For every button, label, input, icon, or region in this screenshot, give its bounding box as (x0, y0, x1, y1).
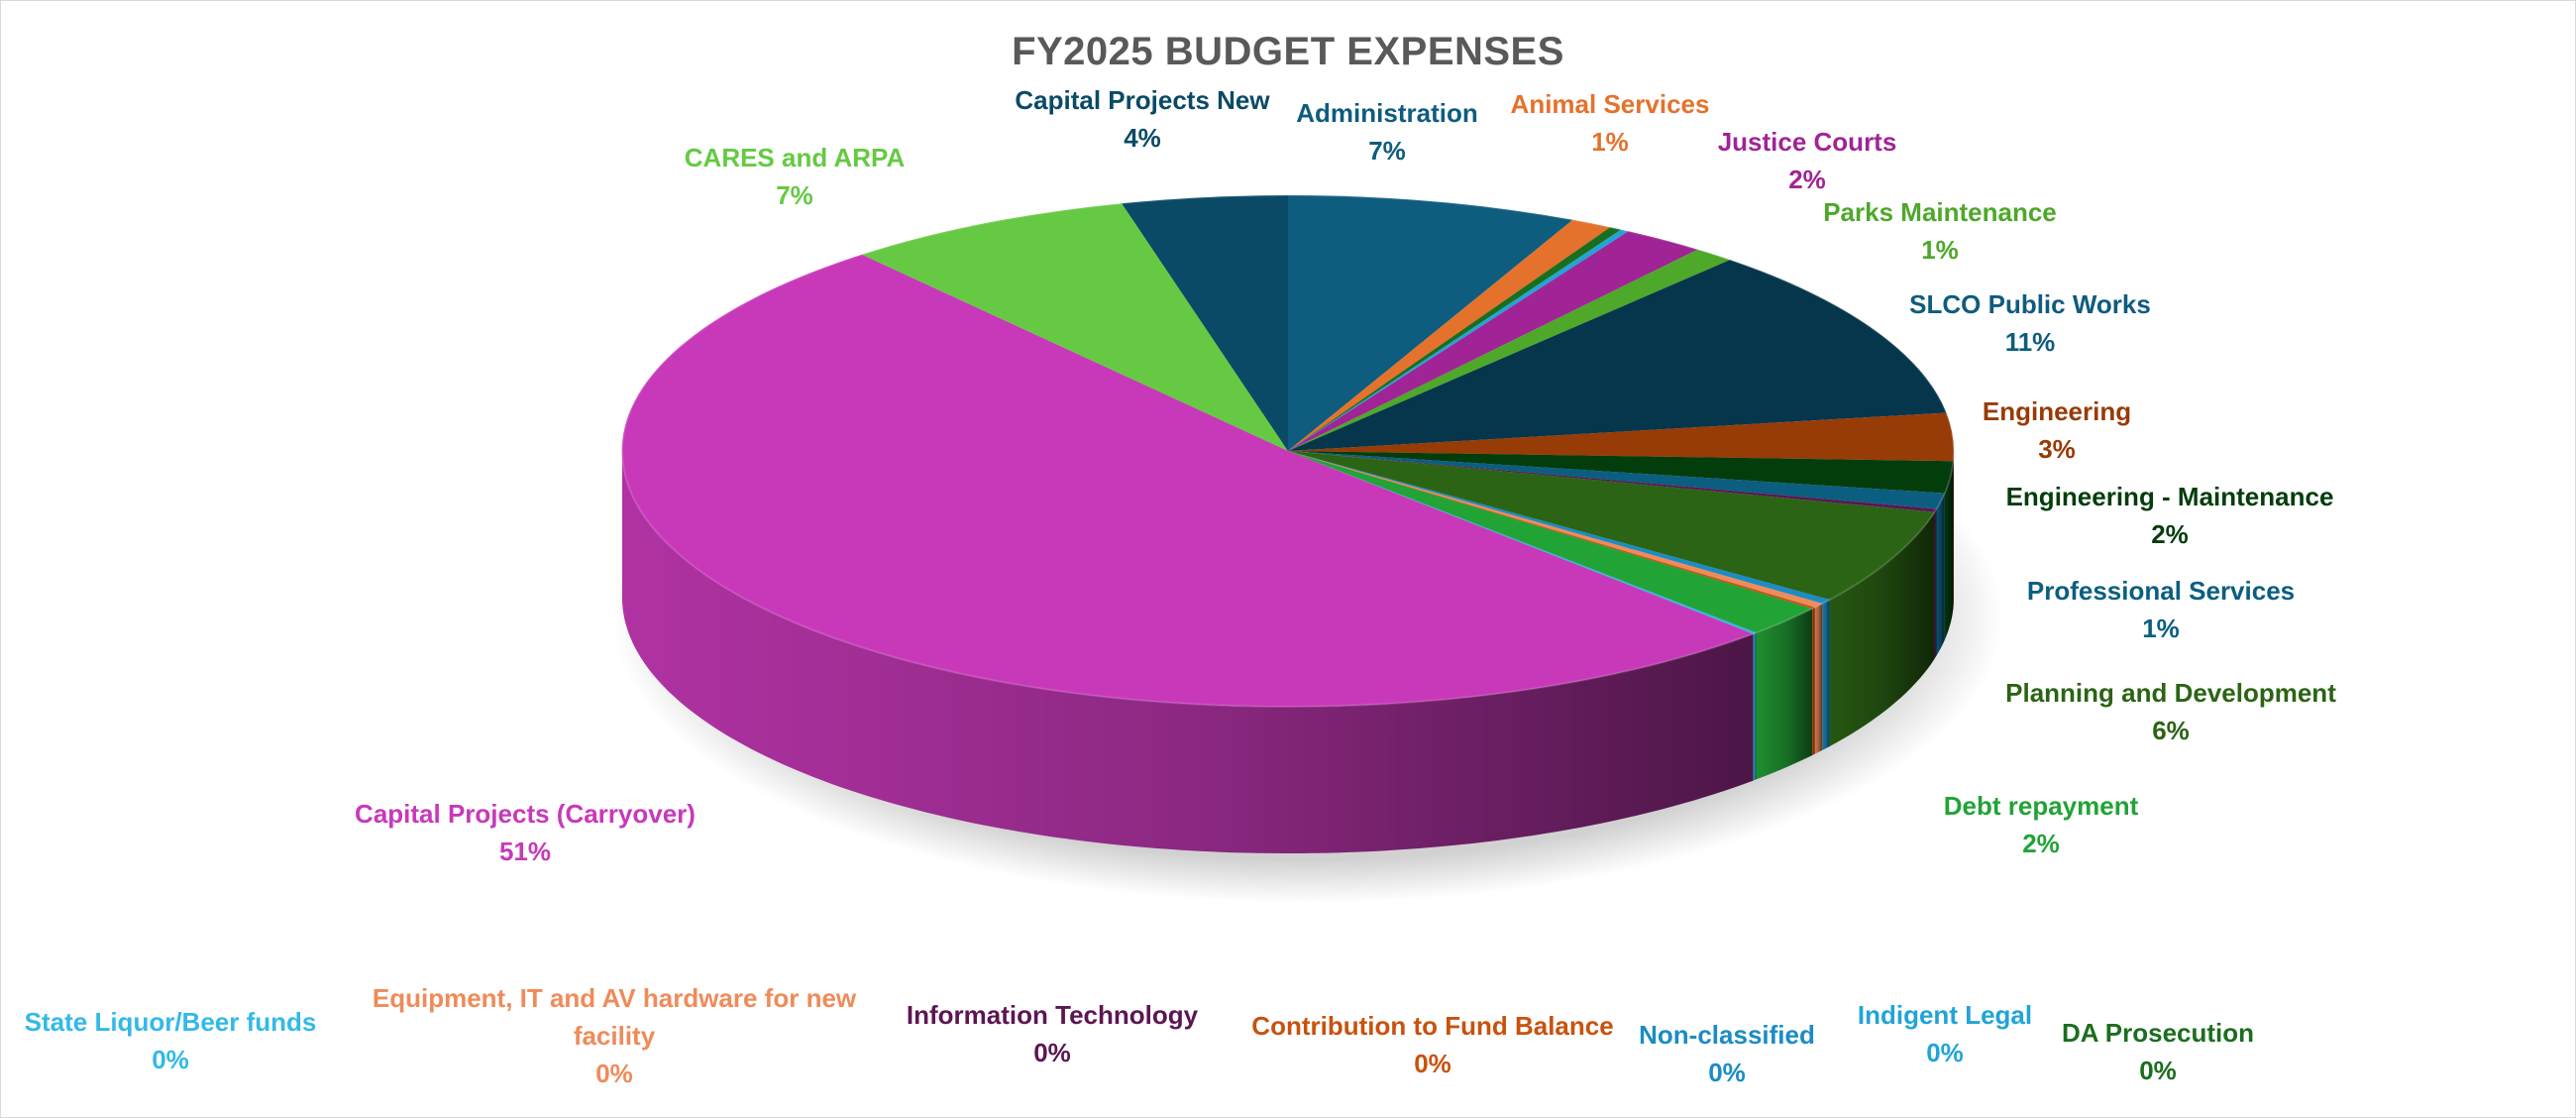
pie-slice-administration[interactable] (1288, 195, 1573, 451)
data-label-parks-maintenance: Parks Maintenance 1% (1823, 193, 2057, 269)
pie-side-state-liquor-beer-funds (1753, 632, 1757, 781)
pie-slice-information-technology[interactable] (1288, 451, 1937, 512)
label-category: Justice Courts (1717, 127, 1897, 157)
label-percent: 7% (1368, 136, 1406, 166)
data-label-non-classified: Non-classified 0% (1639, 1016, 1815, 1091)
label-category: Engineering (1982, 396, 2132, 426)
label-category: Professional Services (2026, 576, 2296, 606)
pie-slice-capital-projects-new[interactable] (1122, 195, 1288, 451)
label-category: Debt repayment (1943, 791, 2139, 821)
pie-sides (622, 451, 1954, 853)
label-category: Capital Projects (Carryover) (355, 799, 696, 829)
label-category: Planning and Development (2005, 678, 2336, 708)
pie-slice-capital-projects-carryover-[interactable] (621, 254, 1754, 708)
pie-side-debt-repayment (1756, 609, 1812, 780)
label-percent: 0% (1926, 1038, 1964, 1067)
label-category: Parks Maintenance (1823, 197, 2057, 227)
pie-slice-state-liquor-beer-funds[interactable] (1288, 451, 1757, 634)
pie-side-equipment-it-and-av-hardware-for-new-facility (1814, 603, 1823, 754)
label-category: State Liquor/Beer funds (24, 1007, 317, 1037)
label-percent: 0% (1033, 1038, 1071, 1067)
data-label-debt-repayment: Debt repayment 2% (1944, 787, 2139, 862)
label-category: Non-classified (1639, 1020, 1815, 1050)
data-label-animal-services: Animal Services 1% (1511, 85, 1710, 161)
pie-slice-engineering[interactable] (1288, 412, 1955, 462)
data-label-information-technology: Information Technology 0% (907, 996, 1198, 1071)
pie-side-capital-projects-carryover- (622, 451, 1754, 853)
label-percent: 2% (1788, 165, 1826, 194)
label-percent: 0% (595, 1059, 633, 1088)
data-label-equipment-it-and-av-hardware-for-new-facility: Equipment, IT and AV hardware for new fa… (357, 979, 872, 1092)
pie-slice-engineering-maintenance[interactable] (1288, 451, 1954, 494)
label-category: Animal Services (1510, 89, 1710, 119)
data-label-justice-courts: Justice Courts 2% (1718, 123, 1897, 198)
label-percent: 11% (2004, 327, 2056, 357)
label-percent: 51% (498, 837, 552, 866)
data-label-slco-public-works: SLCO Public Works 11% (1909, 285, 2151, 361)
pie-slice-da-prosecution[interactable] (1288, 227, 1622, 451)
label-percent: 2% (2151, 519, 2189, 549)
label-category: Administration (1296, 98, 1478, 128)
pie-side-contribution-to-fund-balance (1812, 607, 1815, 756)
data-label-cares-and-arpa: CARES and ARPA 7% (685, 139, 905, 214)
pie-slice-contribution-to-fund-balance[interactable] (1288, 451, 1815, 610)
pie-side-professional-services (1936, 493, 1945, 656)
label-category: SLCO Public Works (1909, 289, 2151, 319)
label-percent: 7% (776, 180, 813, 210)
chart-title: FY2025 BUDGET EXPENSES (1012, 30, 1564, 73)
pie-slice-slco-public-works[interactable] (1288, 260, 1947, 451)
label-percent: 3% (2038, 434, 2076, 464)
data-label-state-liquor-beer-funds: State Liquor/Beer funds 0% (25, 1003, 317, 1078)
label-percent: 0% (1708, 1058, 1746, 1087)
pie-side-information-technology (1934, 508, 1937, 659)
pie-side-non-classified (1822, 600, 1830, 750)
data-label-contribution-to-fund-balance: Contribution to Fund Balance 0% (1251, 1007, 1613, 1082)
pie-top (621, 194, 1955, 708)
pie-slice-planning-and-development[interactable] (1288, 451, 1935, 600)
data-label-indigent-legal: Indigent Legal 0% (1858, 996, 2032, 1071)
data-label-engineering-maintenance: Engineering - Maintenance 2% (2006, 478, 2334, 553)
pie-slice-animal-services[interactable] (1288, 219, 1611, 451)
label-percent: 0% (2139, 1056, 2177, 1085)
data-label-da-prosecution: DA Prosecution 0% (2062, 1014, 2254, 1089)
data-label-administration: Administration 7% (1296, 94, 1477, 169)
pie-slice-parks-maintenance[interactable] (1288, 249, 1731, 451)
pie-slice-indigent-legal[interactable] (1288, 229, 1629, 451)
pie-side-engineering (1953, 451, 1954, 609)
data-label-capital-projects-new: Capital Projects New 4% (1015, 81, 1269, 157)
pie-slice-cares-and-arpa[interactable] (861, 203, 1288, 451)
label-percent: 4% (1124, 123, 1161, 153)
label-category: Equipment, IT and AV hardware for new fa… (372, 983, 857, 1051)
pie-slice-non-classified[interactable] (1288, 451, 1830, 604)
label-category: Capital Projects New (1015, 85, 1270, 115)
label-category: Contribution to Fund Balance (1251, 1011, 1614, 1041)
pie-slice-justice-courts[interactable] (1288, 231, 1698, 451)
data-label-capital-projects-carryover-: Capital Projects (Carryover) 51% (355, 795, 696, 870)
label-percent: 2% (2022, 829, 2060, 858)
label-percent: 1% (2142, 614, 2180, 643)
label-percent: 1% (1921, 235, 1959, 265)
label-category: Engineering - Maintenance (2005, 482, 2334, 511)
label-percent: 6% (2152, 716, 2190, 745)
pie-side-planning-and-development (1829, 511, 1935, 746)
label-category: Information Technology (906, 1000, 1199, 1030)
data-label-engineering: Engineering 3% (1983, 392, 2131, 468)
pie-slice-debt-repayment[interactable] (1288, 451, 1812, 633)
pie-slice-equipment-it-and-av-hardware-for-new-facility[interactable] (1288, 451, 1823, 608)
pie-side-engineering-maintenance (1944, 461, 1954, 640)
label-category: Indigent Legal (1857, 1000, 2033, 1030)
data-label-planning-and-development: Planning and Development 6% (2005, 674, 2336, 749)
pie-slice-professional-services[interactable] (1288, 451, 1945, 509)
label-percent: 1% (1591, 127, 1629, 157)
label-category: DA Prosecution (2061, 1018, 2255, 1048)
data-label-professional-services: Professional Services 1% (2027, 572, 2295, 647)
label-percent: 0% (1414, 1049, 1451, 1078)
label-category: CARES and ARPA (684, 143, 906, 172)
label-percent: 0% (152, 1045, 189, 1074)
